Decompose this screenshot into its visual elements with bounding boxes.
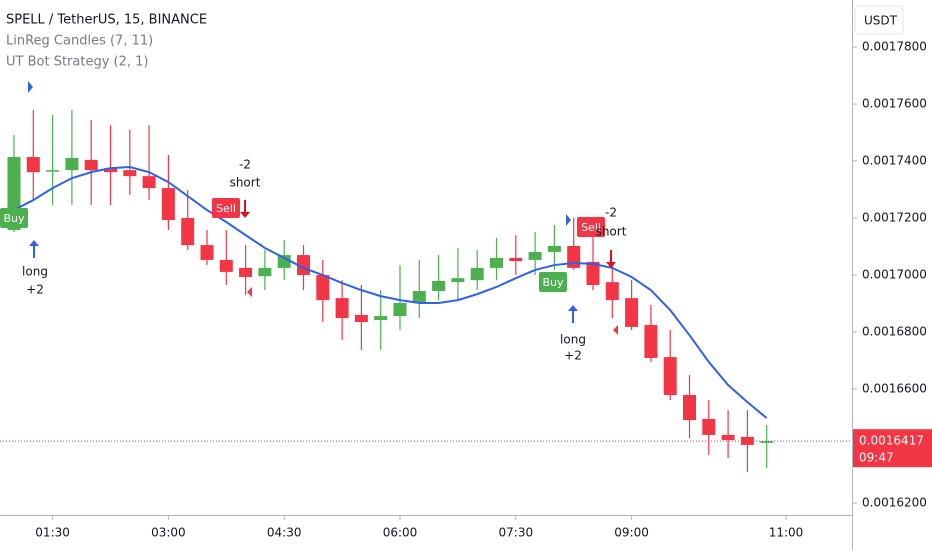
x-tick-label: 03:00 [151, 526, 186, 540]
candle-body [528, 251, 542, 260]
signal-arrow-head [240, 212, 250, 218]
signal-box [212, 198, 240, 218]
signal-label: Sell [216, 202, 236, 215]
candle-body [84, 159, 98, 171]
candle-body [26, 157, 40, 173]
signal-note: +2 [564, 349, 582, 363]
signal-box [0, 208, 28, 228]
candle-body [219, 259, 233, 272]
last-price-label: 0.0016417 [859, 434, 924, 448]
candle-body [683, 395, 696, 421]
plot-area [7, 110, 774, 472]
marker [247, 287, 252, 297]
signal-note: short [230, 176, 261, 190]
candle-body [567, 245, 581, 268]
candle-body [239, 267, 253, 278]
candle-body [432, 281, 446, 291]
marker [613, 325, 618, 335]
y-tick-label: 0.0016200 [862, 496, 927, 510]
candle-body [470, 267, 484, 281]
x-tick-label: 04:30 [267, 526, 302, 540]
signal-arrow-head [568, 305, 578, 311]
marker [28, 81, 33, 93]
symbol-title: SPELL / TetherUS, 15, BINANCE [6, 13, 207, 28]
currency-label[interactable]: USDT [864, 14, 898, 28]
y-tick-label: 0.0017600 [862, 97, 927, 111]
currency-box[interactable] [854, 5, 904, 35]
candle-body [123, 170, 137, 177]
signal-box [577, 217, 605, 237]
x-tick-label: 11:00 [769, 526, 804, 540]
candle-body [490, 257, 503, 268]
candle-body [605, 282, 619, 301]
last-price-box [853, 429, 932, 468]
candle-body [374, 316, 388, 321]
signal-box [539, 272, 567, 292]
candle-body [702, 418, 716, 435]
candle-body [393, 302, 407, 317]
candle-body [181, 218, 195, 246]
candle-body [451, 278, 465, 283]
candle-body [644, 324, 658, 358]
linreg-line [13, 166, 768, 419]
y-tick-label: 0.0016600 [862, 382, 927, 396]
indicator-label: LinReg Candles (7, 11) [6, 34, 153, 49]
signal-note: +2 [26, 283, 44, 297]
candle-body [258, 267, 272, 277]
signal-label: Buy [3, 212, 25, 225]
candle-body [509, 257, 523, 262]
signal-note: short [596, 225, 627, 239]
candle-body [663, 357, 677, 396]
candle-body [547, 245, 561, 252]
y-tick-label: 0.0016800 [862, 325, 927, 339]
x-tick-label: 07:30 [499, 526, 534, 540]
indicator-label: UT Bot Strategy (2, 1) [6, 55, 148, 70]
signal-arrow-head [29, 240, 39, 246]
candle-body [104, 168, 117, 173]
marker [566, 214, 571, 226]
candle-body [721, 434, 735, 441]
candle-body [142, 176, 156, 189]
candle-body [316, 275, 330, 301]
candle-body [625, 298, 639, 327]
candle-body [412, 290, 426, 303]
y-tick-label: 0.0017400 [862, 154, 927, 168]
candle-body [335, 298, 349, 319]
y-tick-label: 0.0017200 [862, 211, 927, 225]
candle-body [277, 255, 291, 268]
x-tick-label: 01:30 [35, 526, 70, 540]
candle-body [760, 441, 774, 443]
x-tick-label: 09:00 [614, 526, 649, 540]
y-tick-label: 0.0017000 [862, 268, 927, 282]
signal-arrow-head [606, 262, 616, 268]
signal-label: Buy [542, 276, 564, 289]
candle-body [354, 314, 368, 323]
signal-note: -2 [239, 158, 251, 172]
candle-body [46, 170, 60, 172]
x-tick-label: 06:00 [383, 526, 418, 540]
signal-note: long [560, 333, 586, 347]
candle-body [161, 188, 175, 221]
y-tick-label: 0.0017800 [862, 40, 927, 54]
countdown-label: 09:47 [859, 451, 894, 465]
candle-body [65, 157, 79, 171]
candle-body [586, 261, 600, 286]
signal-note: long [22, 265, 48, 279]
candle-body [200, 245, 214, 260]
signal-label: Sell [581, 221, 601, 234]
signal-note: -2 [605, 206, 617, 220]
